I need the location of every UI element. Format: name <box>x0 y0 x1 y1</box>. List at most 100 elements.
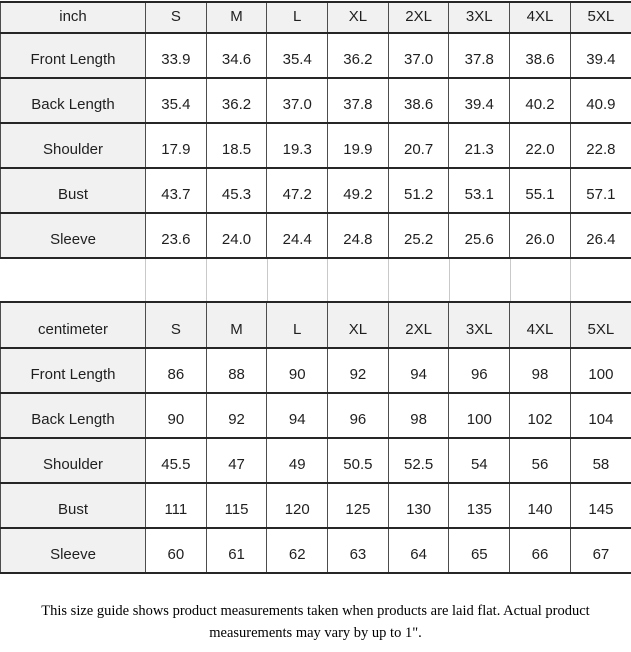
measurement-cell: 49 <box>266 437 329 484</box>
size-guide-note: This size guide shows product measuremen… <box>41 603 590 641</box>
table-row: Bust 111 115 120 125 130 135 140 145 <box>0 482 631 529</box>
header-row: inch S M L XL 2XL 3XL 4XL 5XL <box>0 1 631 34</box>
size-table-centimeter-body: Front Length 86 88 90 92 94 96 98 100 Back Length… <box>0 347 631 574</box>
measurement-cell: 47 <box>205 437 268 484</box>
measurement-cell: 19.9 <box>327 122 389 169</box>
measurement-cell: 24.8 <box>327 212 389 259</box>
table-row: Shoulder 45.5 47 49 50.5 52.5 54 56 58 <box>0 437 631 484</box>
measurement-cell: 35.4 <box>145 77 207 124</box>
header-row: centimeter S M L XL 2XL 3XL 4XL 5XL <box>0 301 631 349</box>
row-label-cell: Shoulder <box>0 122 146 169</box>
size-table-inch-header: inch S M L XL 2XL 3XL 4XL 5XL <box>0 1 631 34</box>
table-row: Back Length 35.4 36.2 37.0 37.8 38.6 39.4 40.2 4… <box>0 77 631 124</box>
row-label-cell: Front Length <box>0 32 146 79</box>
unit-label-cell: inch <box>0 1 146 34</box>
measurement-cell: 21.3 <box>448 122 511 169</box>
measurement-cell: 17.9 <box>145 122 207 169</box>
gap-column-line <box>448 259 510 301</box>
measurement-cell: 56 <box>509 437 571 484</box>
gap-column-line <box>205 259 267 301</box>
row-label-cell: Bust <box>0 482 146 529</box>
measurement-cell: 94 <box>266 392 329 439</box>
size-column-header: 3XL <box>448 301 511 349</box>
gap-column-line <box>327 259 388 301</box>
measurement-cell: 38.6 <box>387 77 450 124</box>
measurement-cell: 90 <box>266 347 329 394</box>
row-label-cell: Shoulder <box>0 437 146 484</box>
tables-gap <box>0 259 631 301</box>
measurement-cell: 37.8 <box>327 77 389 124</box>
measurement-cell: 20.7 <box>387 122 450 169</box>
size-column-header: S <box>145 301 207 349</box>
gap-column-line <box>509 259 571 301</box>
measurement-cell: 40.2 <box>509 77 571 124</box>
measurement-cell: 22.0 <box>509 122 571 169</box>
measurement-cell: 130 <box>387 482 450 529</box>
measurement-cell: 96 <box>448 347 511 394</box>
gap-column-line <box>266 259 328 301</box>
gap-column-line <box>570 259 631 301</box>
size-column-header: 2XL <box>387 301 450 349</box>
row-label-cell: Sleeve <box>0 212 146 259</box>
size-column-header: M <box>205 301 268 349</box>
measurement-cell: 45.3 <box>205 167 268 214</box>
measurement-cell: 33.9 <box>145 32 207 79</box>
measurement-cell: 88 <box>205 347 268 394</box>
unit-label-cell: centimeter <box>0 301 146 349</box>
measurement-cell: 36.2 <box>327 32 389 79</box>
measurement-cell: 52.5 <box>387 437 450 484</box>
measurement-cell: 51.2 <box>387 167 450 214</box>
measurement-cell: 90 <box>145 392 207 439</box>
size-table-inch-body: Front Length 33.9 34.6 35.4 36.2 37.0 37.8 38.6… <box>0 32 631 259</box>
measurement-cell: 92 <box>327 347 389 394</box>
measurement-cell: 100 <box>569 347 631 394</box>
measurement-cell: 25.6 <box>448 212 511 259</box>
measurement-cell: 67 <box>569 527 631 574</box>
measurement-cell: 55.1 <box>509 167 571 214</box>
measurement-cell: 53.1 <box>448 167 511 214</box>
measurement-cell: 47.2 <box>266 167 329 214</box>
measurement-cell: 38.6 <box>509 32 571 79</box>
size-table-centimeter: centimeter S M L XL 2XL 3XL 4XL 5XL Front Length… <box>0 301 631 574</box>
measurement-cell: 24.4 <box>266 212 329 259</box>
measurement-cell: 43.7 <box>145 167 207 214</box>
size-column-header: L <box>266 301 329 349</box>
measurement-cell: 66 <box>509 527 571 574</box>
measurement-cell: 62 <box>266 527 329 574</box>
size-column-header: 2XL <box>387 1 450 34</box>
measurement-cell: 19.3 <box>266 122 329 169</box>
measurement-cell: 34.6 <box>205 32 268 79</box>
measurement-cell: 37.0 <box>387 32 450 79</box>
measurement-cell: 22.8 <box>569 122 631 169</box>
measurement-cell: 135 <box>448 482 511 529</box>
measurement-cell: 98 <box>509 347 571 394</box>
table-row: Front Length 86 88 90 92 94 96 98 100 <box>0 347 631 394</box>
measurement-cell: 35.4 <box>266 32 329 79</box>
measurement-cell: 26.0 <box>509 212 571 259</box>
measurement-cell: 40.9 <box>569 77 631 124</box>
measurement-cell: 37.8 <box>448 32 511 79</box>
size-column-header: 5XL <box>569 1 631 34</box>
measurement-cell: 145 <box>569 482 631 529</box>
size-column-header: 4XL <box>509 1 571 34</box>
measurement-cell: 60 <box>145 527 207 574</box>
measurement-cell: 45.5 <box>145 437 207 484</box>
table-row: Bust 43.7 45.3 47.2 49.2 51.2 53.1 55.1 57.1 <box>0 167 631 214</box>
measurement-cell: 100 <box>448 392 511 439</box>
gap-label-column <box>0 259 145 301</box>
measurement-cell: 92 <box>205 392 268 439</box>
size-table-inch: inch S M L XL 2XL 3XL 4XL 5XL Front Length 33.9 34… <box>0 1 631 259</box>
measurement-cell: 86 <box>145 347 207 394</box>
measurement-cell: 120 <box>266 482 329 529</box>
row-label-cell: Back Length <box>0 392 146 439</box>
measurement-cell: 61 <box>205 527 268 574</box>
table-row: Sleeve 60 61 62 63 64 65 66 67 <box>0 527 631 574</box>
measurement-cell: 54 <box>448 437 511 484</box>
measurement-cell: 104 <box>569 392 631 439</box>
size-column-header: 5XL <box>569 301 631 349</box>
size-column-header: S <box>145 1 207 34</box>
size-column-header: L <box>266 1 329 34</box>
gap-column-line <box>388 259 449 301</box>
measurement-cell: 102 <box>509 392 571 439</box>
measurement-cell: 49.2 <box>327 167 389 214</box>
